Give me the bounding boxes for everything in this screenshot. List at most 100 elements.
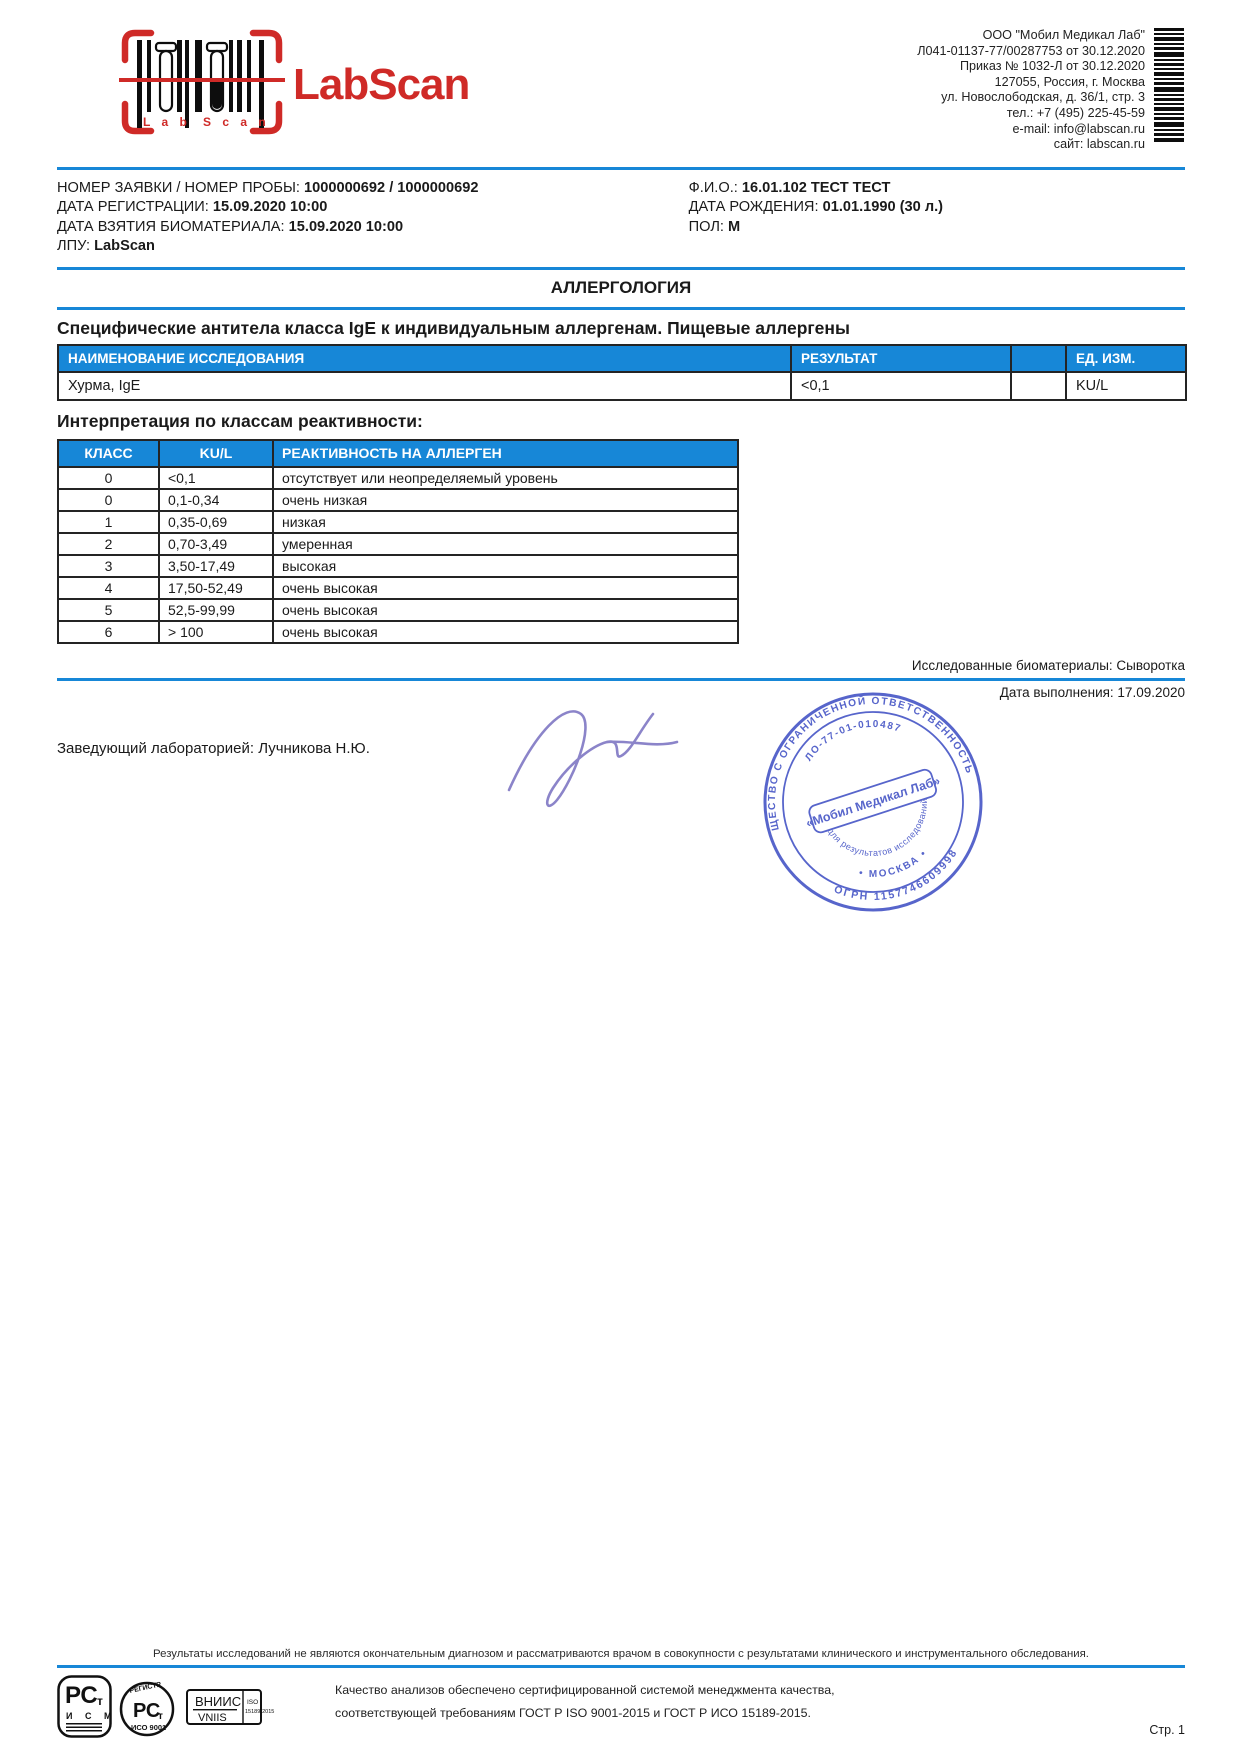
col-blank <box>1010 343 1067 373</box>
biomaterials-note: Исследованные биоматериалы: Сыворотка <box>911 657 1185 673</box>
date-done-note: Дата выполнения: 17.09.2020 <box>999 684 1185 700</box>
footer: Результаты исследований не являются окон… <box>57 1648 1185 1739</box>
test-result: <0,1 <box>790 370 1012 401</box>
col-class: КЛАСС <box>57 438 160 468</box>
stamp-outer-top-text: ОБЩЕСТВО С ОГРАНИЧЕННОЙ ОТВЕТСТВЕННОСТЬЮ <box>757 686 975 838</box>
reactivity-cell: отсутствует или неопределяемый уровень <box>272 465 739 490</box>
vniis-text: ВНИИС <box>195 1694 241 1709</box>
range-cell: > 100 <box>158 619 274 644</box>
interpretation-title: Интерпретация по классам реактивности: <box>57 410 423 431</box>
patient-info: НОМЕР ЗАЯВКИ / НОМЕР ПРОБЫ: 1000000692 /… <box>57 170 1185 267</box>
bracket-top-left <box>121 29 155 64</box>
rst-small-text: т <box>97 1694 103 1708</box>
reactivity-cell: очень высокая <box>272 597 739 622</box>
labscan-logo: L a b S c a n LabScan <box>119 26 470 138</box>
company-line: ООО "Мобил Медикал Лаб" <box>982 28 1145 42</box>
class-cell: 1 <box>57 509 160 534</box>
results-header-row: НАИМЕНОВАНИЕ ИССЛЕДОВАНИЯ РЕЗУЛЬТАТ ЕД. … <box>57 343 1187 373</box>
scan-line <box>119 78 285 82</box>
table-row: 2 0,70-3,49 умеренная <box>57 531 739 556</box>
divider <box>57 306 1185 310</box>
quality-line: Качество анализов обеспечено сертифициро… <box>335 1683 835 1697</box>
col-reactivity: РЕАКТИВНОСТЬ НА АЛЛЕРГЕН <box>272 438 739 468</box>
company-line: 127055, Россия, г. Москва <box>994 74 1145 89</box>
class-cell: 5 <box>57 597 160 622</box>
logo-wordmark: LabScan <box>293 60 470 109</box>
certification-marks: РС т И С М РЕГИСТР РС т ИСО 9001 <box>57 1675 274 1738</box>
test-unit: KU/L <box>1065 370 1187 401</box>
range-cell: 17,50-52,49 <box>158 575 274 600</box>
fio-row: Ф.И.О.: 16.01.102 ТЕСТ ТЕСТ <box>688 179 891 196</box>
head-of-lab-label: Заведующий лабораторией: Лучникова Н.Ю. <box>57 739 370 757</box>
iso-year-text: 15189-2015 <box>245 1709 274 1715</box>
reactivity-cell: низкая <box>272 509 739 534</box>
company-line: тел.: +7 (495) 225-45-59 <box>1006 105 1145 120</box>
range-cell: 3,50-17,49 <box>158 553 274 578</box>
table-row: 6 > 100 очень высокая <box>57 619 739 644</box>
bracket-bottom-left <box>121 100 155 135</box>
stamp-license-text: ЛО-77-01-010487 <box>798 707 906 765</box>
range-cell: 0,35-0,69 <box>158 509 274 534</box>
range-cell: 0,1-0,34 <box>158 487 274 512</box>
iso9001-text: ИСО 9001 <box>131 1723 166 1732</box>
vniis-lat-text: VNIIS <box>198 1712 227 1724</box>
patient-info-right: Ф.И.О.: 16.01.102 ТЕСТ ТЕСТ ДАТА РОЖДЕНИ… <box>689 179 1185 257</box>
reactivity-cell: высокая <box>272 553 739 578</box>
page-number: Стр. 1 <box>1149 1723 1185 1737</box>
svg-text:ЛО-77-01-010487: ЛО-77-01-010487 <box>798 707 906 765</box>
rst-small-text: т <box>158 1711 163 1722</box>
quality-line: соответствующей требованиям ГОСТ Р ISO 9… <box>335 1706 811 1720</box>
col-name: НАИМЕНОВАНИЕ ИССЛЕДОВАНИЯ <box>57 343 792 373</box>
rst-text: РС <box>65 1682 98 1709</box>
bracket-bottom-right <box>249 100 283 135</box>
ism-text: И С М <box>66 1711 116 1721</box>
reactivity-cell: очень низкая <box>272 487 739 512</box>
divider <box>57 266 1185 270</box>
barcode-bars <box>137 40 264 128</box>
col-result: РЕЗУЛЬТАТ <box>790 343 1012 373</box>
svg-text:ОБЩЕСТВО С ОГРАНИЧЕННОЙ ОТВЕТС: ОБЩЕСТВО С ОГРАНИЧЕННОЙ ОТВЕТСТВЕННОСТЬЮ <box>757 686 975 838</box>
registration-date-row: ДАТА РЕГИСТРАЦИИ: 15.09.2020 10:00 <box>57 199 328 216</box>
col-kul: KU/L <box>158 438 274 468</box>
table-row: 0 0,1-0,34 очень низкая <box>57 487 739 512</box>
class-cell: 0 <box>57 487 160 512</box>
range-cell: 0,70-3,49 <box>158 531 274 556</box>
lpu-row: ЛПУ: LabScan <box>57 238 155 255</box>
header: L a b S c a n LabScan ООО "Мобил Медикал… <box>0 0 1241 153</box>
labscan-logo-icon: L a b S c a n <box>119 29 285 135</box>
disclaimer-text: Результаты исследований не являются окон… <box>153 1648 1089 1660</box>
quality-statement: Качество анализов обеспечено сертифициро… <box>335 1675 835 1725</box>
interpretation-table: КЛАСС KU/L РЕАКТИВНОСТЬ НА АЛЛЕРГЕН 0 <0… <box>57 438 739 644</box>
reactivity-cell: очень высокая <box>272 575 739 600</box>
table-row: Хурма, IgE <0,1 KU/L <box>57 370 1187 401</box>
table-row: 1 0,35-0,69 низкая <box>57 509 739 534</box>
table-row: 0 <0,1 отсутствует или неопределяемый ур… <box>57 465 739 490</box>
test-tube-filled <box>205 41 229 113</box>
table-row: 5 52,5-99,99 очень высокая <box>57 597 739 622</box>
interp-header-row: КЛАСС KU/L РЕАКТИВНОСТЬ НА АЛЛЕРГЕН <box>57 438 739 468</box>
certifications-row: РС т И С М РЕГИСТР РС т ИСО 9001 <box>57 1668 1185 1739</box>
table-row: 4 17,50-52,49 очень высокая <box>57 575 739 600</box>
company-line: Приказ № 1032-Л от 30.12.2020 <box>959 59 1145 74</box>
company-stamp: ОБЩЕСТВО С ОГРАНИЧЕННОЙ ОТВЕТСТВЕННОСТЬЮ… <box>757 686 983 918</box>
bracket-top-right <box>249 29 283 64</box>
test-name: Хурма, IgE <box>57 370 792 401</box>
divider <box>57 166 1185 170</box>
company-line: e-mail: info@labscan.ru <box>1012 121 1145 136</box>
rst-registr-mark-icon: РЕГИСТР РС т ИСО 9001 <box>119 1681 175 1737</box>
results-table: НАИМЕНОВАНИЕ ИССЛЕДОВАНИЯ РЕЗУЛЬТАТ ЕД. … <box>57 343 1187 401</box>
biomaterial-date-row: ДАТА ВЗЯТИЯ БИОМАТЕРИАЛА: 15.09.2020 10:… <box>57 218 404 235</box>
sex-row: ПОЛ: М <box>688 218 741 235</box>
company-line: сайт: labscan.ru <box>1053 137 1145 152</box>
divider <box>57 1665 1185 1668</box>
reactivity-cell: очень высокая <box>272 619 739 644</box>
signature-block: Заведующий лабораторией: Лучникова Н.Ю. <box>57 686 1185 954</box>
birthdate-row: ДАТА РОЖДЕНИЯ: 01.01.1990 (30 л.) <box>688 199 944 216</box>
table-row: 3 3,50-17,49 высокая <box>57 553 739 578</box>
class-cell: 0 <box>57 465 160 490</box>
rst-text: РС <box>133 1700 160 1722</box>
company-info: ООО "Мобил Медикал Лаб" Л041-01137-77/00… <box>917 26 1145 153</box>
logo-sub-left: L a b <box>143 115 191 129</box>
order-number-row: НОМЕР ЗАЯВКИ / НОМЕР ПРОБЫ: 1000000692 /… <box>57 179 479 196</box>
